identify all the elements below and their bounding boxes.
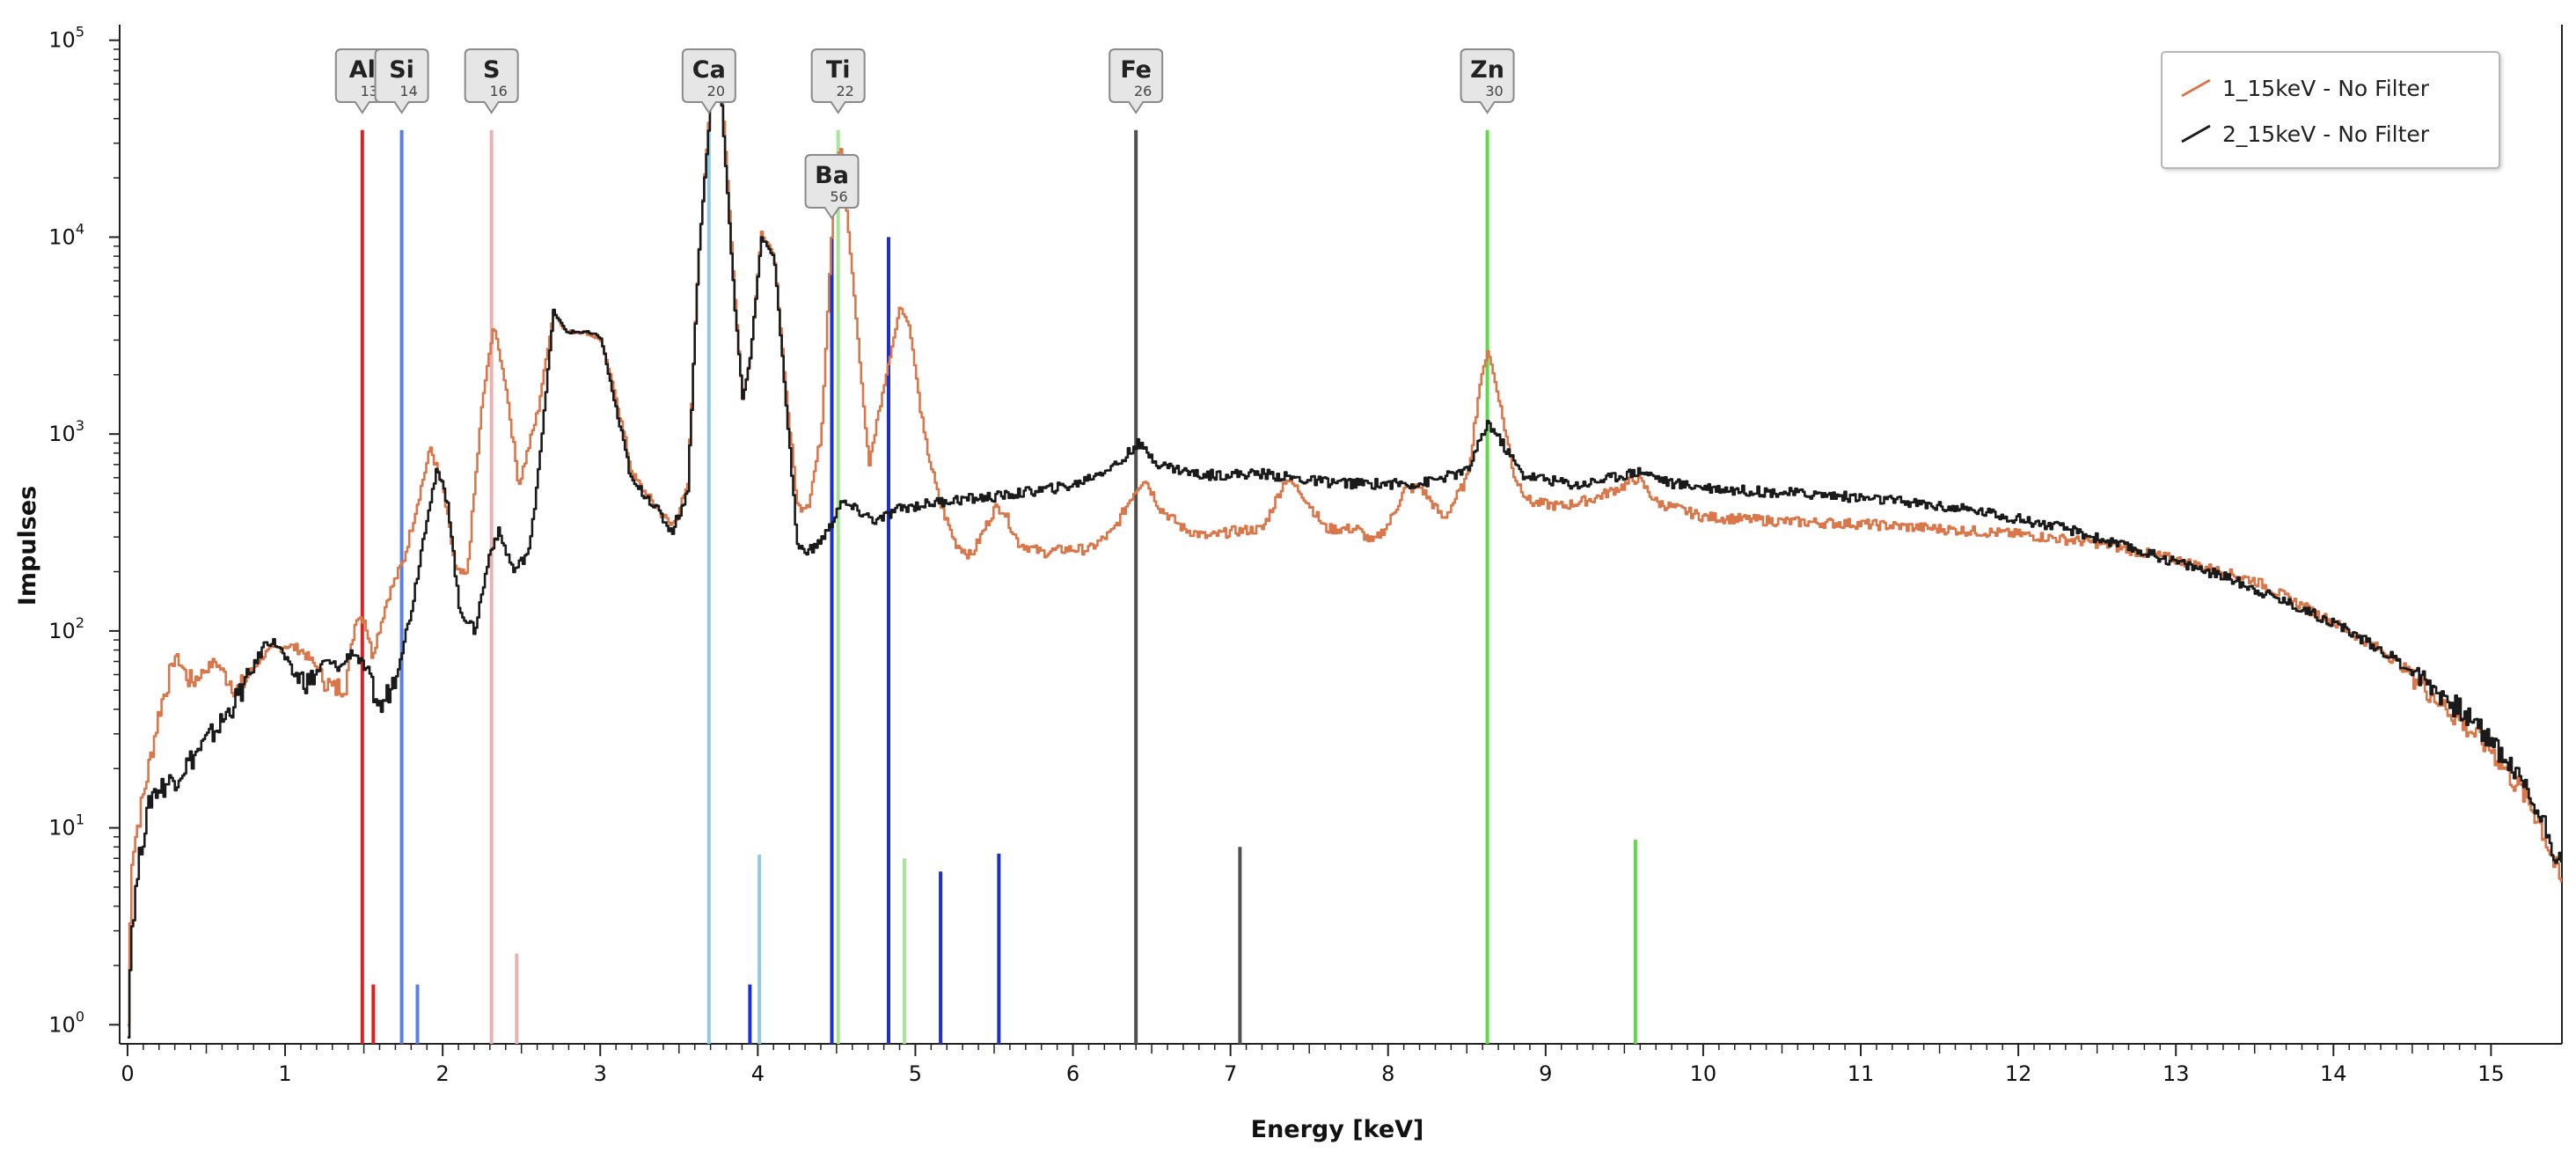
y-tick-label: 104: [48, 220, 84, 249]
x-tick-label: 12: [2005, 1061, 2032, 1086]
x-tick-label: 15: [2477, 1061, 2505, 1086]
x-tick-label: 3: [594, 1061, 607, 1086]
x-tick-label: 5: [909, 1061, 922, 1086]
element-marker-number: 13: [361, 83, 378, 99]
y-tick-label: 100: [48, 1008, 84, 1037]
element-marker-symbol: Ti: [826, 56, 851, 84]
y-tick-label: 102: [48, 614, 84, 643]
element-marker-box: [1460, 48, 1515, 114]
x-tick-label: 7: [1224, 1061, 1237, 1086]
element-marker-number: 14: [399, 83, 417, 99]
spectrum-line-series-2: [128, 86, 2563, 1039]
element-marker-symbol: Ca: [692, 56, 726, 84]
element-marker-number: 26: [1134, 83, 1152, 99]
element-marker-box: [1109, 48, 1164, 114]
legend-label-series-1: 1_15keV - No Filter: [2222, 75, 2430, 101]
element-marker-symbol: Ba: [815, 162, 849, 189]
element-marker-box: [374, 48, 429, 114]
element-marker-box: [810, 48, 866, 114]
legend: 1_15keV - No Filter 2_15keV - No Filter: [2161, 51, 2500, 169]
x-tick-label: 9: [1539, 1061, 1552, 1086]
element-marker-symbol: Fe: [1120, 56, 1152, 84]
x-axis-title: Energy [keV]: [1251, 1116, 1424, 1143]
y-tick-label: 103: [48, 417, 84, 446]
y-tick-label: 105: [48, 24, 84, 53]
x-tick-label: 13: [2163, 1061, 2190, 1086]
element-marker-number: 22: [837, 83, 854, 99]
element-marker-number: 56: [830, 188, 847, 205]
y-tick-label: 101: [48, 811, 84, 841]
element-lines: [360, 129, 1637, 1044]
x-tick-label: 14: [2320, 1061, 2347, 1086]
element-marker-s: S16: [464, 48, 519, 114]
element-marker-number: 20: [707, 83, 725, 99]
x-tick-label: 4: [751, 1061, 765, 1086]
element-marker-number: 16: [489, 83, 507, 99]
legend-item-series-2[interactable]: 2_15keV - No Filter: [2180, 114, 2429, 153]
y-axis-title: Impulses: [14, 486, 41, 606]
element-marker-symbol: Zn: [1470, 56, 1504, 84]
element-marker-symbol: Si: [389, 56, 414, 84]
x-tick-label: 1: [278, 1061, 291, 1086]
element-marker-number: 30: [1485, 83, 1503, 99]
x-tick-label: 11: [1848, 1061, 1875, 1086]
spectrum-line-series-1: [128, 72, 2563, 1026]
element-marker-box: [804, 154, 860, 220]
legend-swatch-series-1: [2181, 78, 2211, 98]
x-tick-label: 0: [121, 1061, 134, 1086]
element-marker-box: [681, 48, 736, 114]
x-tick-label: 8: [1381, 1061, 1394, 1086]
spectrum-series: [128, 72, 2563, 1039]
element-marker-symbol: Al: [349, 56, 376, 84]
legend-item-series-1[interactable]: 1_15keV - No Filter: [2180, 69, 2429, 107]
x-tick-label: 10: [1690, 1061, 1717, 1086]
legend-label-series-2: 2_15keV - No Filter: [2222, 121, 2430, 147]
x-tick-label: 6: [1066, 1061, 1079, 1086]
element-marker-symbol: S: [483, 56, 500, 84]
x-tick-label: 2: [436, 1061, 450, 1086]
element-marker-box: [464, 48, 519, 114]
legend-swatch-series-2: [2181, 124, 2211, 143]
